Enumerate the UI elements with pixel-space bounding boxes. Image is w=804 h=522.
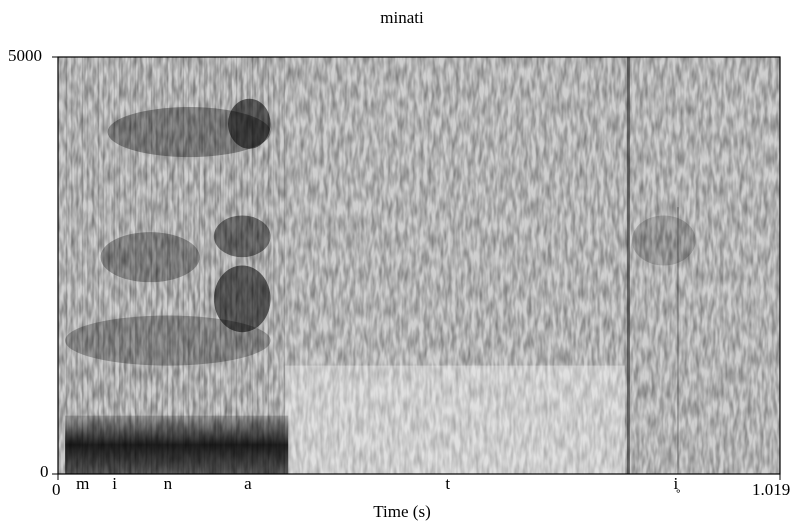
formant-blob: [631, 215, 696, 266]
formant-blob: [213, 265, 271, 333]
y-tick-label-top: 5000: [8, 46, 42, 65]
x-axis-title: Time (s): [373, 502, 431, 521]
voicing-bar: [65, 415, 289, 474]
segment-label: i: [112, 474, 118, 493]
chart-title: minati: [380, 8, 424, 27]
segment-label: i̥: [673, 474, 679, 493]
spectrogram-noise: [58, 57, 780, 474]
x-tick-label-end: 1.019: [752, 480, 791, 499]
segment-label: a: [244, 474, 252, 493]
formant-blob: [213, 215, 271, 258]
formant-blob: [65, 315, 271, 366]
formant-blob: [100, 232, 200, 283]
formant-blob: [228, 98, 271, 149]
plot-area: [52, 56, 781, 480]
segment-label: t: [445, 474, 451, 493]
low-energy-region: [284, 365, 625, 474]
y-tick-label-bottom: 0: [40, 462, 49, 481]
x-tick-label-start: 0: [52, 480, 61, 499]
plot-frame: [57, 56, 781, 475]
segment-label: m: [76, 474, 90, 493]
segment-label: n: [163, 474, 173, 493]
